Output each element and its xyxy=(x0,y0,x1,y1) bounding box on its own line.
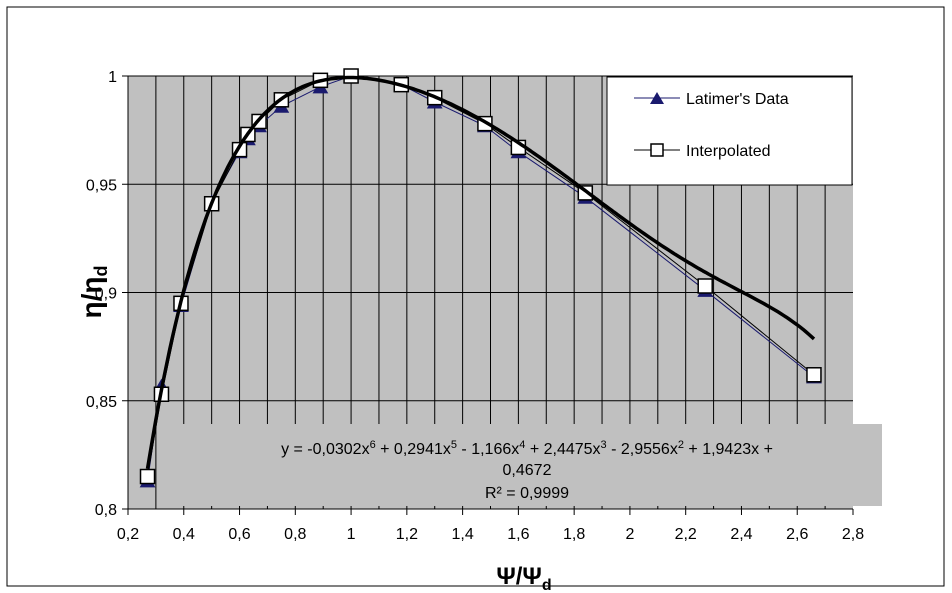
legend-label: Interpolated xyxy=(686,143,771,160)
y-tick-label: 0,85 xyxy=(86,394,117,411)
x-tick-label: 0,2 xyxy=(117,526,139,543)
x-tick-label: 1 xyxy=(347,526,356,543)
equation-text: y = -0,0302x xyxy=(281,441,370,458)
x-axis-title-main: Ψ/Ψ xyxy=(496,563,542,590)
equation-exponent: 5 xyxy=(451,439,457,451)
x-tick-label: 2,6 xyxy=(786,526,808,543)
legend-box xyxy=(606,76,853,186)
trendline-equation: y = -0,0302x6 + 0,2941x5 - 1,166x4 + 2,4… xyxy=(170,424,882,506)
equation-text: + 2,4475x xyxy=(525,441,600,458)
legend-marker-square xyxy=(650,143,664,157)
y-axis-title: η/ηd xyxy=(76,266,111,319)
legend: Latimer's Data Interpolated xyxy=(606,76,853,186)
equation-exponent: 3 xyxy=(601,439,607,451)
equation-text: - 2,9556x xyxy=(607,441,678,458)
x-tick-label: 2,8 xyxy=(842,526,864,543)
data-point-interpolated xyxy=(139,468,156,485)
data-point-interpolated xyxy=(806,367,822,383)
axis-titles: Ψ/Ψdη/ηd xyxy=(76,266,552,593)
y-axis-title-subscript: d xyxy=(91,266,111,277)
equation-line: R² = 0,9999 xyxy=(485,485,569,502)
equation-text: R² = 0,9999 xyxy=(485,485,569,502)
y-tick-label: 0,8 xyxy=(95,502,117,519)
equation-exponent: 4 xyxy=(519,439,525,451)
equation-exponent: 6 xyxy=(370,439,376,451)
y-tick-label: 1 xyxy=(108,69,117,86)
x-tick-label: 0,8 xyxy=(284,526,306,543)
trendline-layer xyxy=(145,75,816,470)
x-tick-label: 2,4 xyxy=(730,526,752,543)
y-tick-label: 0,9 xyxy=(95,286,117,303)
y-axis-title-main: η/η xyxy=(76,277,107,319)
legend-label: Latimer's Data xyxy=(686,91,789,108)
equation-text: + 0,2941x xyxy=(376,441,451,458)
legend-marker-triangle xyxy=(650,92,664,104)
x-tick-label: 2 xyxy=(625,526,634,543)
equation-background xyxy=(170,424,882,506)
equation-exponent: 2 xyxy=(678,439,684,451)
x-tick-label: 1,2 xyxy=(396,526,418,543)
x-axis-title: Ψ/Ψd xyxy=(496,563,551,593)
equation-text: + 1,9423x + xyxy=(684,441,773,458)
equation-text: 0,4672 xyxy=(503,462,552,479)
y-tick-label: 0,95 xyxy=(86,177,117,194)
equation-line: y = -0,0302x6 + 0,2941x5 - 1,166x4 + 2,4… xyxy=(281,439,773,458)
equation-line: 0,4672 xyxy=(503,462,552,479)
axes: 0,2 0,4 0,6 0,8 1 1,2 1,4 1,6 1,8 2 2,2 2,4 2,6 2,8 0,… xyxy=(86,69,864,543)
x-tick-label: 2,2 xyxy=(675,526,697,543)
x-tick-label: 0,6 xyxy=(228,526,250,543)
x-tick-label: 1,8 xyxy=(563,526,585,543)
x-tick-label: 1,4 xyxy=(451,526,473,543)
data-point-interpolated xyxy=(697,278,713,294)
trendline-curve xyxy=(145,75,816,470)
x-tick-label: 0,4 xyxy=(173,526,195,543)
equation-text: - 1,166x xyxy=(457,441,519,458)
x-tick-label: 1,6 xyxy=(507,526,529,543)
x-axis-title-subscript: d xyxy=(542,577,552,593)
